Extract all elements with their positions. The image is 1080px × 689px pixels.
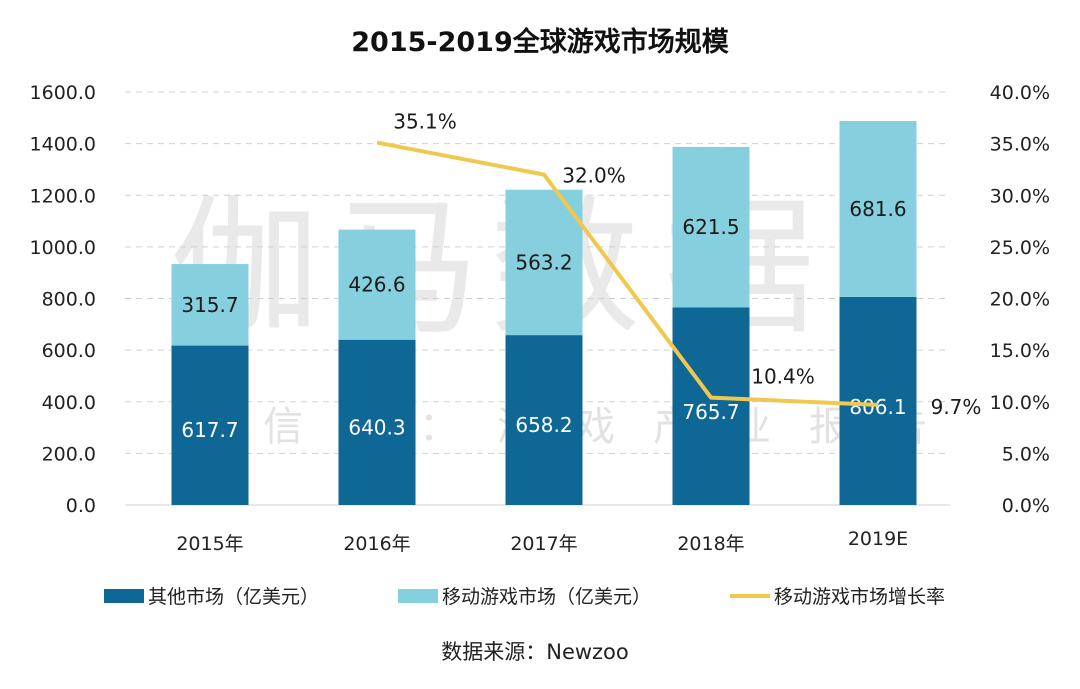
bar-other-market [171,345,249,505]
y-right-tick-label: 15.0% [990,340,1050,362]
bar-label-other: 617.7 [181,418,238,442]
y-right-tick-label: 40.0% [990,82,1050,104]
y-right-tick-label: 35.0% [990,134,1050,156]
x-tick-label: 2019E [848,528,908,550]
growth-label: 10.4% [751,365,815,389]
bar-mobile-market [839,120,917,297]
bar-label-mobile: 563.2 [515,250,572,274]
bar-label-mobile: 621.5 [682,215,739,239]
legend-label-growth: 移动游戏市场增长率 [774,586,945,608]
y-left-tick-label: 200.0 [42,443,96,465]
bar-label-other: 658.2 [515,413,572,437]
y-left-tick-label: 1400.0 [30,134,96,156]
y-right-tick-label: 25.0% [990,237,1050,259]
bar-label-mobile: 681.6 [849,197,906,221]
growth-label: 32.0% [562,164,626,188]
legend-swatch-other [104,589,144,603]
y-left-tick-label: 0.0 [66,495,96,517]
y-right-tick-label: 20.0% [990,289,1050,311]
source-note: 数据来源：Newzoo [441,640,629,664]
growth-label: 35.1% [393,110,457,134]
x-tick-label: 2017年 [510,533,577,555]
legend-swatch-mobile [398,589,438,603]
y-left-tick-label: 800.0 [42,289,96,311]
bar-other-market [672,307,750,505]
y-right-tick-label: 5.0% [1002,443,1050,465]
x-tick-label: 2015年 [176,533,243,555]
bar-mobile-market [672,146,750,308]
growth-line-path [376,140,879,407]
bar-mobile-market [171,264,249,346]
bars: 617.7 315.7 640.3 426.6 658.2 563.2 765.7 621.5… [171,120,917,505]
bar-mobile-market [338,229,416,340]
bar-other-market [338,339,416,505]
x-tick-label: 2018年 [677,533,744,555]
watermark-sub-char: ： [419,404,459,450]
y-left-tick-label: 1000.0 [30,237,96,259]
growth-label: 9.7% [931,395,982,419]
legend: 其他市场（亿美元） 移动游戏市场（亿美元） 移动游戏市场增长率 [104,586,945,608]
y-left-tick-label: 1200.0 [30,185,96,207]
chart-title: 2015-2019全球游戏市场规模 [351,26,729,58]
y-right-tick-label: 0.0% [1002,495,1050,517]
bar-label-mobile: 426.6 [348,273,405,297]
bar-other-market [839,296,917,505]
bar-other-market [505,335,583,505]
y-left-tick-label: 1600.0 [30,82,96,104]
y-left-tick-label: 600.0 [42,340,96,362]
bar-mobile-market [505,189,583,336]
y-right-tick-label: 30.0% [990,185,1050,207]
watermark-sub-char: 信 [263,404,303,450]
legend-label-mobile: 移动游戏市场（亿美元） [442,586,651,608]
bar-label-other: 765.7 [682,400,739,424]
x-tick-label: 2016年 [343,533,410,555]
bar-label-mobile: 315.7 [181,293,238,317]
y-left-tick-label: 400.0 [42,392,96,414]
y-axis-left: 0.0 200.0 400.0 600.0 800.0 1000.0 1200.0 1400.… [30,82,96,517]
growth-line: 35.1% 32.0% 10.4% 9.7% [376,110,982,419]
bar-label-other: 806.1 [849,395,906,419]
x-axis: 2015年 2016年 2017年 2018年 2019E [176,528,908,555]
legend-label-other: 其他市场（亿美元） [148,586,319,608]
bar-label-other: 640.3 [348,415,405,439]
y-right-tick-label: 10.0% [990,392,1050,414]
y-axis-right: 0.0% 5.0% 10.0% 15.0% 20.0% 25.0% 30.0% 35.0% 40… [990,82,1050,517]
